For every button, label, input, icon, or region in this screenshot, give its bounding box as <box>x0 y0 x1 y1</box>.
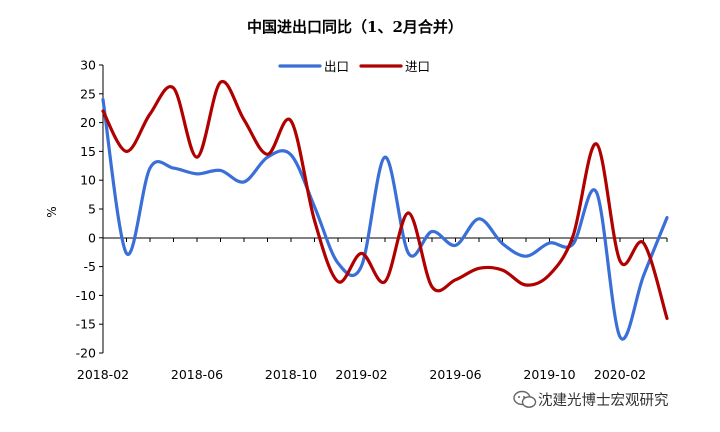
legend-label: 进口 <box>405 59 430 74</box>
watermark: 沈建光博士宏观研究 <box>513 390 669 409</box>
x-tick-label: 2019-10 <box>523 367 575 382</box>
y-axis-label: % <box>45 206 59 217</box>
y-tick-label: -5 <box>84 259 96 274</box>
x-tick-label: 2018-10 <box>265 367 317 382</box>
y-tick-label: 30 <box>80 58 96 73</box>
y-tick-label: 0 <box>88 230 96 245</box>
y-tick-label: -20 <box>76 346 96 361</box>
x-tick-label: 2019-06 <box>429 367 481 382</box>
y-tick-label: 25 <box>80 86 96 101</box>
series-line-imports <box>101 80 669 320</box>
legend-label: 出口 <box>324 59 349 74</box>
y-tick-label: 10 <box>80 173 96 188</box>
x-axis: 2018-02 2018-06 2018-10 2019-02 2019-06 2019-… <box>77 237 668 382</box>
y-tick-label: 15 <box>80 144 96 159</box>
y-tick-label: 20 <box>80 115 96 130</box>
series-layer <box>101 80 669 341</box>
y-tick-label: 5 <box>88 202 96 217</box>
chart-title: 中国进出口同比（1、2月合并） <box>247 18 463 36</box>
x-tick-label: 2019-02 <box>335 367 387 382</box>
y-axis: 30 25 20 15 10 5 0 -5 -10 -15 -20 <box>76 58 104 361</box>
x-tick-label: 2018-02 <box>77 367 129 382</box>
wechat-icon <box>513 390 537 408</box>
series-line-exports <box>101 98 669 341</box>
watermark-text: 沈建光博士宏观研究 <box>538 392 669 409</box>
y-tick-label: -10 <box>76 288 96 303</box>
x-tick-label: 2020-02 <box>594 367 646 382</box>
y-tick-label: -15 <box>76 317 96 332</box>
legend: 出口 进口 <box>278 59 430 74</box>
x-tick-label: 2018-06 <box>171 367 223 382</box>
